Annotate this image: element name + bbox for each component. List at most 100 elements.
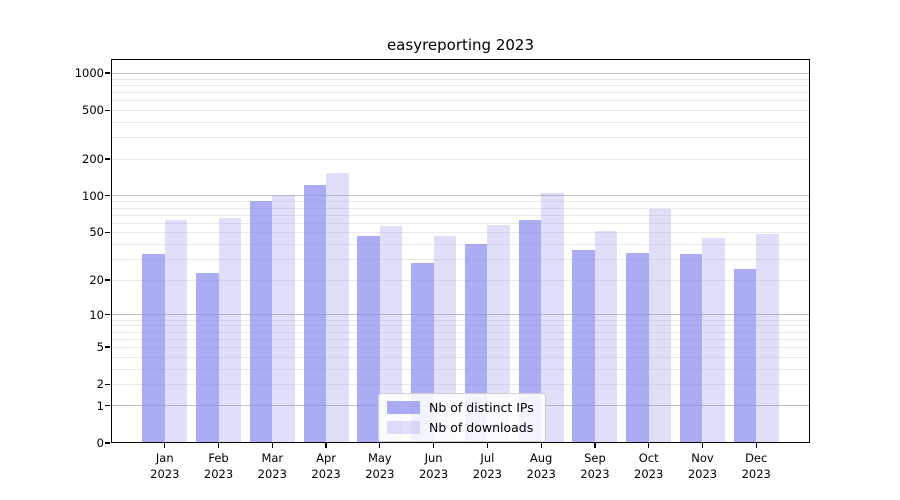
xtick-label-sep: Sep 2023 [580,451,610,481]
gridline-200 [111,159,810,161]
gridline-700 [111,92,810,94]
gridline-500 [111,110,810,112]
gridline-90 [111,201,810,203]
gridline-70 [111,214,810,216]
gridline-60 [111,222,810,224]
ytick-mark-1 [105,405,110,407]
xtick-mark-may [379,443,381,448]
legend-label-downloads: Nb of downloads [429,420,534,435]
gridline-10 [111,314,810,316]
ytick-label-1: 1 [96,398,104,413]
xtick-mark-feb [217,443,220,448]
ytick-label-1000: 1000 [74,66,104,81]
xtick-mark-dec [755,443,757,448]
gridline-100 [111,195,810,197]
left-spine [111,59,113,443]
gridline-600 [111,100,810,102]
gridline-30 [111,259,810,261]
gridline-400 [111,122,810,124]
bar-downloads-apr [326,172,349,443]
ytick-mark-2 [105,383,110,385]
xtick-mark-aug [540,443,542,448]
ytick-mark-100 [105,195,110,197]
xtick-label-feb: Feb 2023 [203,451,234,481]
bar-downloads-dec [756,233,779,443]
chart-title: easyreporting 2023 [386,36,535,54]
xtick-label-apr: Apr 2023 [311,451,341,481]
bar-distinct-ips-mar [249,201,273,443]
xtick-mark-jan [164,443,166,448]
gridline-6 [111,338,810,340]
gridline-40 [111,244,810,246]
ytick-mark-0 [105,442,110,444]
gridline-1000 [111,72,810,74]
gridline-50 [111,232,810,234]
xtick-label-dec: Dec 2023 [741,451,771,481]
legend-item-distinct-ips: Nb of distinct IPs [387,400,534,415]
bar-distinct-ips-jan [142,254,165,443]
ytick-label-50: 50 [89,225,104,240]
ytick-label-0: 0 [96,436,104,450]
bar-distinct-ips-oct [626,252,649,443]
xtick-mark-nov [701,443,704,448]
xtick-mark-mar [271,443,273,448]
ytick-mark-5 [105,346,110,348]
bar-downloads-nov [702,237,725,443]
bar-distinct-ips-feb [196,272,219,443]
xtick-mark-sep [594,443,596,448]
xtick-mark-jul [486,443,488,448]
legend: Nb of distinct IPs Nb of downloads [378,393,546,442]
xtick-label-jul: Jul 2023 [472,451,503,481]
xtick-label-may: May 2023 [365,451,395,481]
bar-downloads-jan [164,220,188,443]
ytick-mark-10 [105,314,110,316]
gridline-7 [111,331,810,333]
ytick-label-20: 20 [89,272,104,287]
bar-downloads-aug [541,193,564,443]
gridline-2 [111,384,810,386]
bottom-spine [111,441,810,443]
plot-area: Nb of distinct IPs Nb of downloads [111,59,810,443]
gridline-3 [111,368,810,370]
bar-downloads-oct [648,209,672,443]
right-spine [808,59,810,443]
ytick-label-10: 10 [89,307,104,322]
gridline-900 [111,78,810,80]
xtick-mark-oct [648,443,650,448]
ytick-mark-1000 [105,72,110,74]
ytick-mark-500 [105,109,110,111]
top-spine [111,59,810,61]
ytick-label-5: 5 [96,340,104,355]
bar-distinct-ips-may [357,235,380,443]
bar-distinct-ips-dec [733,268,757,443]
xtick-mark-apr [325,443,327,448]
ytick-mark-200 [105,158,110,160]
bar-downloads-mar [272,194,295,443]
ytick-label-100: 100 [82,188,104,203]
ytick-label-200: 200 [82,152,104,167]
xtick-label-mar: Mar 2023 [257,451,287,481]
bar-distinct-ips-nov [679,254,703,443]
bar-distinct-ips-aug [518,220,542,443]
ytick-label-2: 2 [96,377,104,392]
bar-downloads-sep [594,231,618,443]
gridline-20 [111,279,810,281]
ytick-mark-50 [105,231,110,234]
gridline-9 [111,319,810,321]
ytick-label-500: 500 [82,103,104,118]
gridline-5 [111,347,810,349]
bar-downloads-feb [218,217,242,443]
legend-swatch-distinct-ips-icon [387,401,420,414]
xtick-mark-jun [433,443,435,448]
xtick-label-jun: Jun 2023 [418,451,449,481]
xtick-label-oct: Oct 2023 [634,451,664,481]
xtick-label-jan: Jan 2023 [150,451,180,481]
gridline-80 [111,207,810,209]
gridline-300 [111,137,810,139]
gridline-4 [111,356,810,358]
ytick-mark-20 [105,279,110,281]
bar-downloads-jul [487,224,510,443]
xtick-label-aug: Aug 2023 [526,451,556,481]
bar-distinct-ips-sep [572,249,595,443]
